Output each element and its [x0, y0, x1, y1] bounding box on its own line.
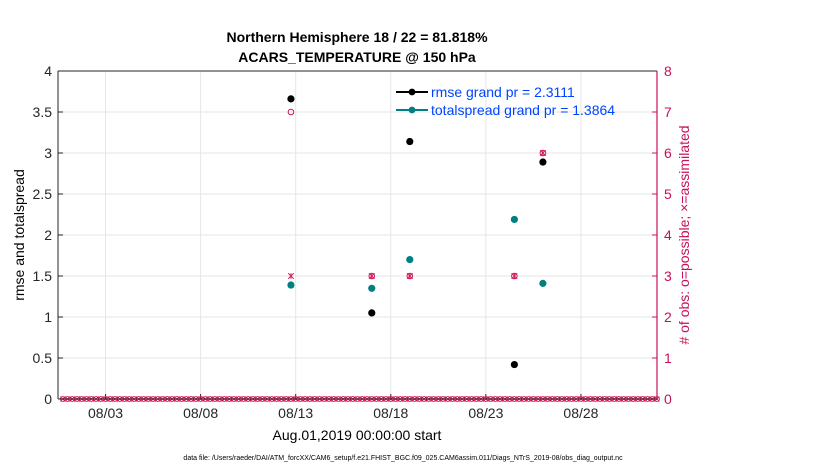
totalspread-point: [368, 284, 376, 292]
x-tick-label: 08/13: [278, 405, 313, 421]
right-y-axis-ticks: 0 1 2 3 4 5 6 7 8: [652, 63, 672, 407]
totalspread-point: [539, 279, 547, 287]
totalspread-point: [510, 215, 518, 224]
rmse-point: [510, 360, 518, 369]
x-axis-label: Aug.01,2019 00:00:00 start: [273, 427, 442, 443]
rmse-point: [539, 158, 547, 166]
legend: rmse grand pr = 2.3111 totalspread grand…: [396, 84, 615, 118]
left-y-tick-label: 1.5: [33, 268, 53, 284]
legend-totalspread-marker: [408, 106, 416, 114]
left-y-tick-label: 0.5: [33, 350, 53, 366]
obs-assimilated-marker: [287, 272, 295, 280]
obs-count-markers: [287, 108, 547, 280]
series-markers: [287, 95, 547, 369]
legend-totalspread-label: totalspread grand pr = 1.3864: [431, 102, 615, 118]
data-file-footer: data file: /Users/raeder/DAI/ATM_forcXX/…: [183, 455, 623, 462]
chart-title-line-2: ACARS_TEMPERATURE @ 150 hPa: [238, 49, 476, 65]
obs-assimilated-marker: [511, 272, 518, 280]
x-tick-label: 08/18: [373, 405, 408, 421]
left-y-tick-label: 0: [44, 391, 52, 407]
chart-title-line-1: Northern Hemisphere 18 / 22 = 81.818%: [226, 29, 488, 45]
left-y-axis-ticks: 0 0.5 1 1.5 2 2.5 3 3.5 4: [33, 63, 63, 407]
x-tick-label: 08/28: [563, 405, 598, 421]
totalspread-point: [287, 281, 295, 289]
right-y-tick-label: 3: [664, 268, 672, 284]
right-y-tick-label: 1: [664, 350, 672, 366]
x-tick-label: 08/08: [183, 405, 218, 421]
x-axis-ticks: 08/03 08/08 08/13 08/18 08/23 08/28: [88, 394, 599, 421]
axes-frame: [57, 70, 658, 400]
rmse-point: [406, 137, 414, 146]
right-y-tick-label: 6: [664, 145, 672, 161]
x-tick-label: 08/03: [88, 405, 123, 421]
obs-assimilated-marker: [368, 272, 375, 280]
obs-possible-marker: [287, 108, 295, 116]
legend-rmse-label: rmse grand pr = 2.3111: [431, 84, 575, 100]
right-y-tick-label: 8: [664, 63, 672, 79]
legend-rmse-marker: [408, 88, 416, 96]
right-y-tick-label: 0: [664, 391, 672, 407]
right-y-axis-label: # of obs: o=possible; ×=assimilated: [676, 125, 692, 344]
left-y-tick-label: 3.5: [33, 104, 53, 120]
right-y-tick-label: 7: [664, 104, 672, 120]
left-y-tick-label: 4: [44, 63, 52, 79]
totalspread-point: [406, 256, 414, 264]
left-y-tick-label: 1: [44, 309, 52, 325]
right-y-tick-label: 2: [664, 309, 672, 325]
left-y-tick-label: 2: [44, 227, 52, 243]
rmse-point: [287, 95, 295, 103]
left-y-tick-label: 2.5: [33, 186, 53, 202]
left-y-tick-label: 3: [44, 145, 52, 161]
right-y-tick-label: 5: [664, 186, 672, 202]
obs-assimilated-marker: [539, 149, 547, 157]
x-tick-label: 08/23: [468, 405, 503, 421]
left-y-axis-label: rmse and totalspread: [11, 169, 27, 301]
right-y-tick-label: 4: [664, 227, 672, 243]
grid-lines: [58, 71, 657, 399]
obs-assimilated-marker: [406, 272, 413, 280]
rmse-point: [368, 309, 376, 317]
